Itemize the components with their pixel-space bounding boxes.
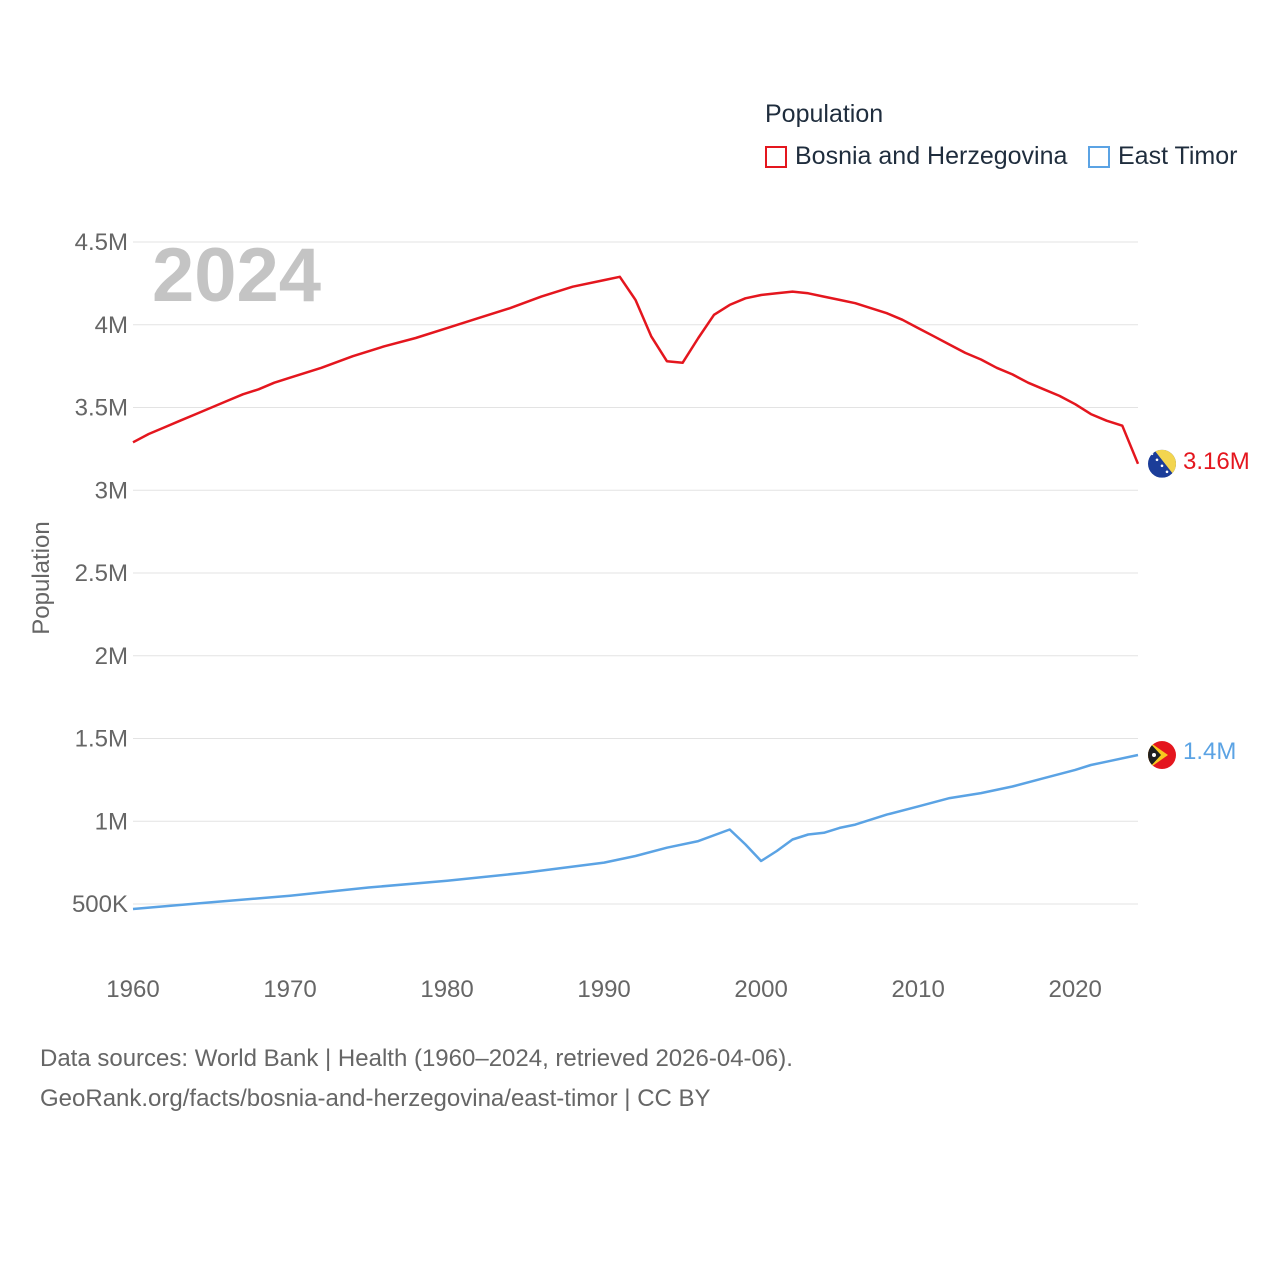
series-flags bbox=[1148, 449, 1176, 770]
x-tick-label: 2000 bbox=[734, 976, 787, 1003]
series-line-east-timor bbox=[132, 753, 1139, 911]
legend-item-bosnia[interactable]: Bosnia and Herzegovina bbox=[765, 142, 1067, 171]
x-axis-ticks: 1960 1970 1980 1990 2000 2010 2020 bbox=[106, 976, 1102, 1003]
flag-star bbox=[1160, 464, 1164, 468]
y-tick-label: 2.5M bbox=[75, 560, 128, 587]
y-tick-label: 4.5M bbox=[75, 229, 128, 256]
y-tick-label: 4M bbox=[95, 312, 128, 339]
y-axis-label: Population bbox=[28, 521, 55, 635]
x-tick-label: 1960 bbox=[106, 976, 159, 1003]
end-value-label-bosnia: 3.16M bbox=[1183, 448, 1250, 475]
legend-label-bosnia: Bosnia and Herzegovina bbox=[795, 142, 1068, 170]
x-tick-label: 1970 bbox=[263, 976, 316, 1003]
y-tick-label: 2M bbox=[95, 643, 128, 670]
footer-url[interactable]: GeoRank.org/facts/bosnia-and-herzegovina… bbox=[40, 1085, 711, 1112]
flag-star bbox=[1150, 452, 1154, 456]
legend-item-east-timor[interactable]: East Timor bbox=[1088, 142, 1237, 171]
y-tick-label: 1.5M bbox=[75, 726, 128, 753]
flag-star bbox=[1170, 476, 1174, 478]
bosnia-flag-icon bbox=[1148, 449, 1176, 478]
y-tick-label: 3M bbox=[95, 477, 128, 504]
x-tick-label: 1980 bbox=[420, 976, 473, 1003]
x-tick-label: 2010 bbox=[891, 976, 944, 1003]
year-label: 2024 bbox=[152, 233, 322, 318]
y-tick-label: 3.5M bbox=[75, 395, 128, 422]
gridlines bbox=[133, 241, 1138, 905]
legend-swatch-east-timor bbox=[1088, 145, 1110, 168]
end-value-label-east-timor: 1.4M bbox=[1183, 738, 1237, 765]
flag-star bbox=[1165, 470, 1169, 474]
east-timor-flag-icon bbox=[1148, 741, 1176, 770]
y-tick-label: 1M bbox=[95, 808, 128, 835]
series-lines bbox=[132, 275, 1140, 911]
x-tick-label: 1990 bbox=[577, 976, 630, 1003]
legend-swatch-bosnia bbox=[765, 145, 787, 168]
footer-sources: Data sources: World Bank | Health (1960–… bbox=[40, 1045, 793, 1072]
x-tick-label: 2020 bbox=[1048, 976, 1101, 1003]
legend-title: Population bbox=[765, 100, 884, 128]
flag-star bbox=[1155, 458, 1159, 462]
flag-triangle bbox=[1154, 449, 1176, 478]
legend-label-east-timor: East Timor bbox=[1118, 142, 1238, 170]
flag-star bbox=[1152, 753, 1156, 758]
y-tick-label: 500K bbox=[72, 891, 128, 918]
series-line-bosnia bbox=[132, 275, 1140, 465]
y-axis-ticks: 500K 1M 1.5M 2M 2.5M 3M 3.5M 4M 4.5M bbox=[72, 229, 128, 918]
